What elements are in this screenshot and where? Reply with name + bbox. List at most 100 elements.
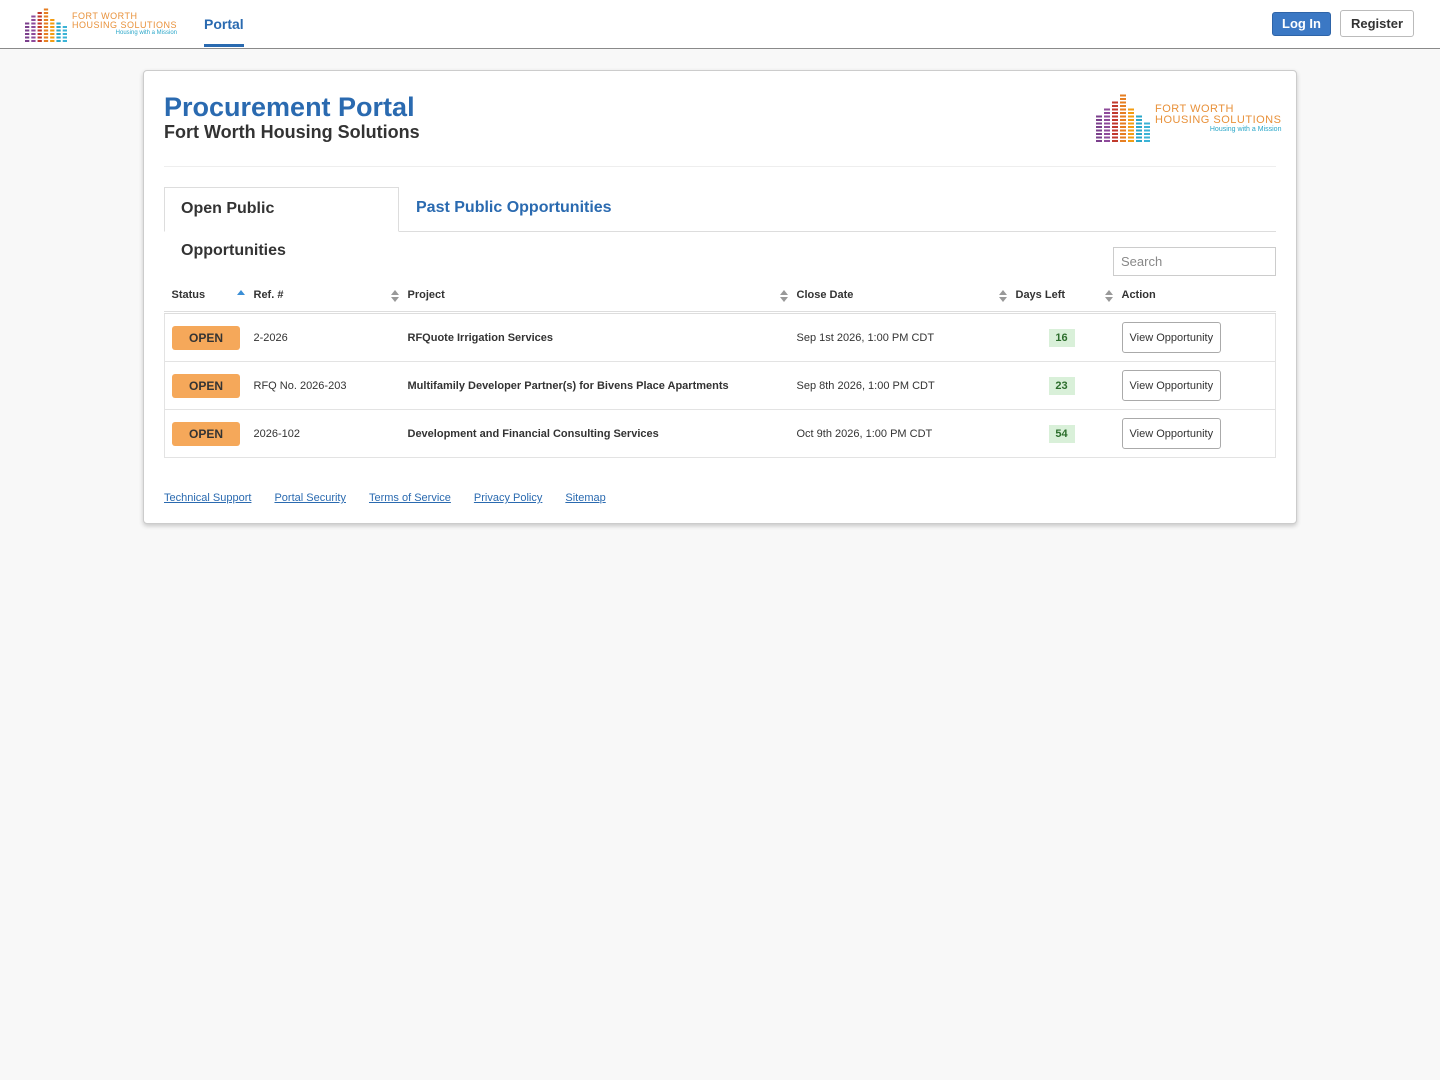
logo-bar <box>43 36 49 39</box>
logo[interactable]: FORT WORTH HOUSING SOLUTIONS Housing wit… <box>24 5 177 43</box>
table-cell: OPEN <box>164 361 247 410</box>
cell-text: Sep 1st 2026, 1:00 PM CDT <box>796 331 935 344</box>
logo-bar <box>43 26 49 28</box>
logo-bar <box>37 22 42 25</box>
column-header[interactable]: Status <box>164 279 247 314</box>
login-button[interactable]: Log In <box>1272 12 1331 36</box>
logo-bar <box>1104 112 1110 114</box>
logo-bar <box>37 12 42 14</box>
logo-bar <box>1144 136 1150 139</box>
logo-bar <box>1136 115 1142 118</box>
logo-bar <box>1144 140 1150 142</box>
logo-bar <box>1128 133 1134 135</box>
column-header[interactable]: Project <box>400 279 790 314</box>
logo-bar <box>37 40 42 42</box>
column-header: Action <box>1114 279 1276 314</box>
tabs: Open Public Opportunities Past Public Op… <box>164 187 1276 259</box>
logo-bar <box>31 33 36 35</box>
cell-text: 2-2026 <box>253 331 288 344</box>
column-header[interactable]: Ref. # <box>246 279 401 314</box>
column-label: Close Date <box>796 289 854 301</box>
logo-bar <box>1104 129 1110 132</box>
logo-bar <box>25 40 30 42</box>
logo-bar <box>31 15 36 18</box>
column-label: Project <box>407 289 445 301</box>
logo-bar <box>50 19 55 21</box>
status-badge: OPEN <box>172 325 240 350</box>
logo-bar <box>31 19 36 21</box>
footer-link[interactable]: Privacy Policy <box>473 492 543 504</box>
column-label: Status <box>171 289 206 301</box>
logo-bar <box>1136 122 1142 125</box>
logo-bar <box>56 36 61 39</box>
logo-line: FORT WORTH <box>1155 102 1234 115</box>
nav-underline <box>204 44 244 47</box>
column-header[interactable]: Days Left <box>1008 279 1115 314</box>
table-cell: OPEN <box>164 409 247 458</box>
nav-link[interactable]: Portal <box>204 16 244 32</box>
logo-bar <box>25 33 30 35</box>
logo-bar <box>1096 122 1102 125</box>
logo-bar <box>62 33 67 35</box>
logo-tagline: Housing with a Mission <box>115 30 178 36</box>
logo-bar <box>1112 108 1118 111</box>
logo-bar <box>1104 140 1110 142</box>
footer-link[interactable]: Terms of Service <box>368 492 451 504</box>
search-input[interactable]: Search <box>1113 247 1276 276</box>
view-button[interactable]: View Opportunity <box>1121 418 1222 449</box>
tab[interactable]: Past Public Opportunities <box>416 199 612 216</box>
logo-bar <box>1096 136 1102 139</box>
logo-bar <box>1136 136 1142 139</box>
table-cell: 2-2026 <box>246 312 401 362</box>
footer-link[interactable]: Sitemap <box>565 492 606 504</box>
logo-bar <box>56 26 61 28</box>
logo-bar <box>37 19 42 21</box>
logo-bar <box>43 12 49 14</box>
logo-bar <box>1136 119 1142 121</box>
logo-bar <box>37 15 42 18</box>
logo-bar <box>1112 136 1118 139</box>
footer-link[interactable]: Technical Support <box>164 492 252 504</box>
logo-bar <box>31 26 36 28</box>
logo-bar <box>25 22 30 25</box>
logo-bar <box>1136 126 1142 128</box>
logo-bar <box>37 36 42 39</box>
tab[interactable]: Open Public Opportunities <box>164 187 399 259</box>
page-subtitle: Fort Worth Housing Solutions <box>164 122 420 142</box>
page-title: Procurement Portal <box>164 92 415 122</box>
table-cell: RFQuote Irrigation Services <box>400 312 790 362</box>
logo-bar <box>1104 108 1110 111</box>
table-row: OPEN RFQ No. 2026-203 Multifamily Develope… <box>164 361 1276 410</box>
logo-bar <box>50 40 55 42</box>
table-cell: OPEN <box>164 312 247 362</box>
logo-bar <box>1120 101 1126 104</box>
logo-bar <box>1112 112 1118 114</box>
view-button[interactable]: View Opportunity <box>1121 370 1222 401</box>
logo-bar <box>1120 129 1126 132</box>
logo-bar <box>1112 129 1118 132</box>
project-name: Multifamily Developer Partner(s) for Biv… <box>407 379 729 392</box>
table-row: OPEN 2-2026 RFQuote Irrigation Services Sep… <box>164 312 1276 362</box>
view-button[interactable]: View Opportunity <box>1121 322 1222 353</box>
logo-bar <box>1096 140 1102 142</box>
register-button[interactable]: Register <box>1340 10 1414 37</box>
logo-bar <box>1120 122 1126 125</box>
table-row: OPEN 2026-102 Development and Financial Co… <box>164 409 1276 458</box>
logo-bar <box>1112 122 1118 125</box>
logo-bar <box>43 29 49 32</box>
logo-graphic <box>1096 94 1150 142</box>
logo-bar <box>62 29 67 32</box>
logo-bar <box>1144 122 1150 125</box>
logo-bar <box>43 33 49 35</box>
logo-bar <box>50 29 55 32</box>
logo-bar <box>1120 115 1126 118</box>
table-cell: Multifamily Developer Partner(s) for Biv… <box>400 361 790 410</box>
column-header[interactable]: Close Date <box>789 279 1009 314</box>
logo-bar <box>1128 140 1134 142</box>
logo-bar <box>1112 115 1118 118</box>
logo-bar <box>37 29 42 32</box>
table-cell: View Opportunity <box>1114 409 1276 458</box>
logo-line: HOUSING SOLUTIONS <box>1155 113 1282 126</box>
column-label: Days Left <box>1015 289 1066 301</box>
footer-link[interactable]: Portal Security <box>274 492 346 504</box>
